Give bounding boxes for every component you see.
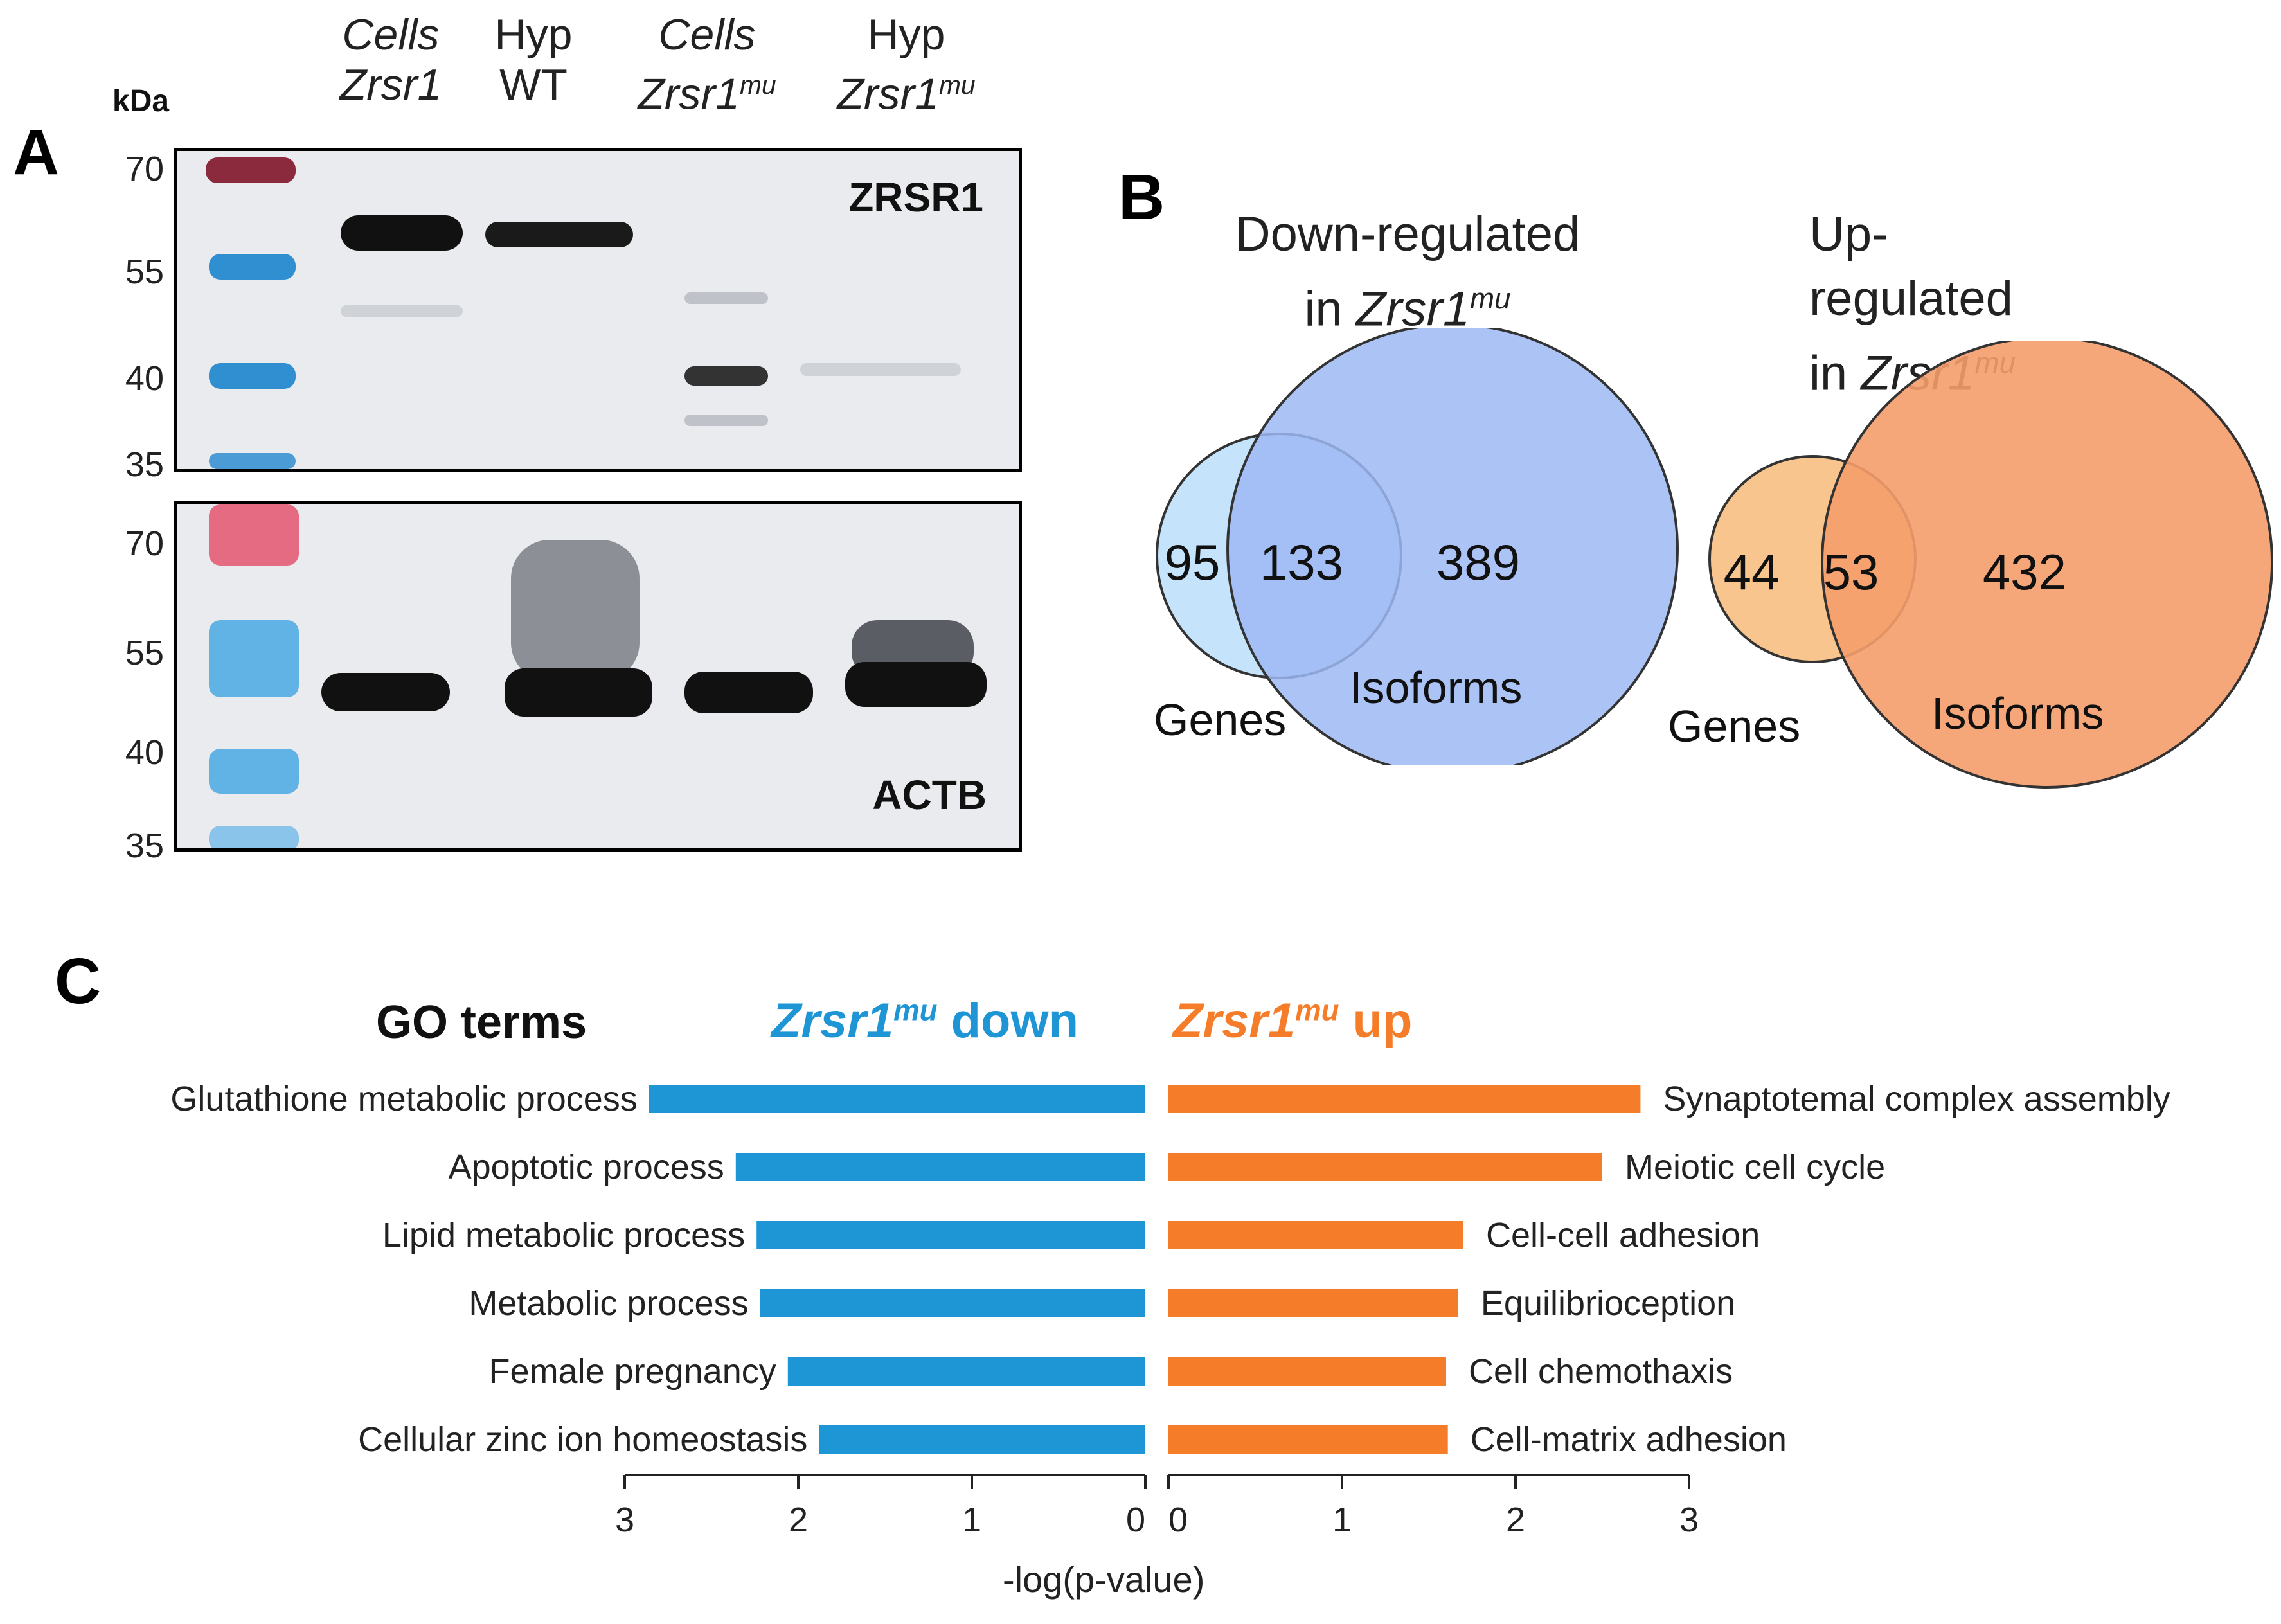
blot-band — [684, 366, 768, 386]
venn-down-isoforms-only: 389 — [1436, 534, 1521, 591]
x-tick-label: 0 — [1126, 1501, 1145, 1539]
blot-band — [485, 222, 633, 247]
x-tick-label: 2 — [789, 1501, 808, 1539]
bar-up — [1168, 1425, 1448, 1454]
go-term-up-label: Synaptotemal complex assembly — [1663, 1080, 2170, 1118]
x-tick-label: 0 — [1168, 1501, 1188, 1539]
bar-up — [1168, 1357, 1446, 1386]
venn-down-isoforms-label: Isoforms — [1350, 663, 1523, 713]
lane-label-1: Cells Zrsr1 — [339, 10, 442, 109]
venn-down — [1156, 328, 1679, 765]
go-term-down-label: Lipid metabolic process — [382, 1216, 745, 1254]
bar-down — [649, 1085, 1145, 1113]
ladder-band — [209, 453, 296, 469]
go-term-up-label: Cell chemothaxis — [1469, 1352, 1733, 1391]
lane-label-2: Hyp WT — [494, 10, 573, 109]
venn-up-genes-label: Genes — [1668, 701, 1801, 751]
venn-down-isoforms-circle — [1226, 328, 1679, 765]
go-term-up-label: Cell-matrix adhesion — [1471, 1420, 1787, 1459]
x-tick-label: 1 — [962, 1501, 981, 1539]
venn-up — [1708, 341, 2273, 789]
venn-up-isoforms-label: Isoforms — [1931, 688, 2104, 738]
go-term-down-label: Cellular zinc ion homeostasis — [358, 1420, 807, 1459]
mw-marker: 40 — [125, 733, 164, 772]
bar-down — [756, 1221, 1145, 1249]
x-tick-label: 3 — [1679, 1501, 1699, 1539]
venn-down-genes-label: Genes — [1154, 695, 1287, 745]
go-term-down-label: Female pregnancy — [489, 1352, 776, 1391]
mw-marker: 55 — [125, 253, 164, 291]
go-term-up-label: Equilibrioception — [1481, 1284, 1735, 1323]
venn-up-overlap: 53 — [1823, 544, 1879, 600]
blot-band — [341, 305, 463, 317]
bar-down — [735, 1153, 1145, 1181]
venn-down-genes-only: 95 — [1164, 534, 1221, 591]
blot-band — [684, 292, 768, 304]
go-term-down-label: Metabolic process — [469, 1284, 748, 1323]
mw-marker: 70 — [125, 150, 164, 188]
up-header: Zrsr1mu up — [1173, 994, 1413, 1048]
x-tick-label: 1 — [1332, 1501, 1352, 1539]
go-term-up-label: Meiotic cell cycle — [1625, 1148, 1885, 1186]
blot-band — [684, 672, 813, 713]
blot-band — [684, 415, 768, 426]
lane-label-3: Cells Zrsr1mu — [638, 10, 776, 119]
ladder-band — [209, 504, 299, 566]
blot-smear — [511, 540, 640, 681]
ladder-band — [206, 157, 296, 183]
go-terms-header: GO terms — [376, 997, 587, 1048]
ladder-band — [209, 826, 299, 848]
blot-band — [505, 668, 652, 717]
bar-up — [1168, 1085, 1641, 1113]
mw-marker: 35 — [125, 826, 164, 865]
mw-marker: 35 — [125, 445, 164, 484]
go-term-down-label: Glutathione metabolic process — [170, 1080, 637, 1118]
blot-band — [341, 215, 463, 251]
zrsr1-blot: ZRSR1 — [174, 148, 1022, 472]
venn-up-isoforms-only: 432 — [1982, 544, 2067, 600]
bar-up — [1168, 1289, 1458, 1317]
bar-down — [819, 1425, 1145, 1454]
kda-label: kDa — [112, 84, 170, 118]
mw-marker: 40 — [125, 359, 164, 398]
panel-a-letter: A — [13, 116, 60, 188]
mw-marker: 55 — [125, 634, 164, 672]
venn-down-title: Down-regulated in Zrsr1mu — [1235, 207, 1580, 337]
panel-b-letter: B — [1118, 161, 1165, 233]
bar-up — [1168, 1221, 1463, 1249]
bar-down — [760, 1289, 1145, 1317]
venn-up-genes-only: 44 — [1723, 544, 1780, 600]
ladder-band — [209, 254, 296, 280]
blot-band — [321, 673, 450, 711]
x-tick-label: 2 — [1506, 1501, 1525, 1539]
down-header: Zrsr1mu down — [771, 994, 1079, 1048]
venn-up-isoforms-circle — [1821, 341, 2273, 789]
lane-label-4: Hyp Zrsr1mu — [837, 10, 976, 119]
x-tick-label: 3 — [615, 1501, 634, 1539]
bar-down — [787, 1357, 1145, 1386]
bar-up — [1168, 1153, 1602, 1181]
ladder-band — [209, 749, 299, 794]
panel-c-letter: C — [55, 945, 102, 1017]
ladder-band — [209, 363, 296, 389]
go-bar-chart: Glutathione metabolic process Apoptotic p… — [170, 1080, 2170, 1539]
venn-down-overlap: 133 — [1259, 534, 1344, 591]
blot-label-zrsr1: ZRSR1 — [848, 174, 983, 220]
go-term-down-label: Apoptotic process — [449, 1148, 724, 1186]
mw-marker: 70 — [125, 524, 164, 563]
actb-blot: ACTB — [174, 501, 1022, 852]
blot-band — [845, 662, 987, 707]
x-axis-label: -log(p-value) — [1003, 1559, 1205, 1600]
blot-label-actb: ACTB — [872, 772, 987, 818]
ladder-band — [209, 620, 299, 697]
go-term-up-label: Cell-cell adhesion — [1486, 1216, 1760, 1254]
blot-band — [800, 363, 961, 376]
